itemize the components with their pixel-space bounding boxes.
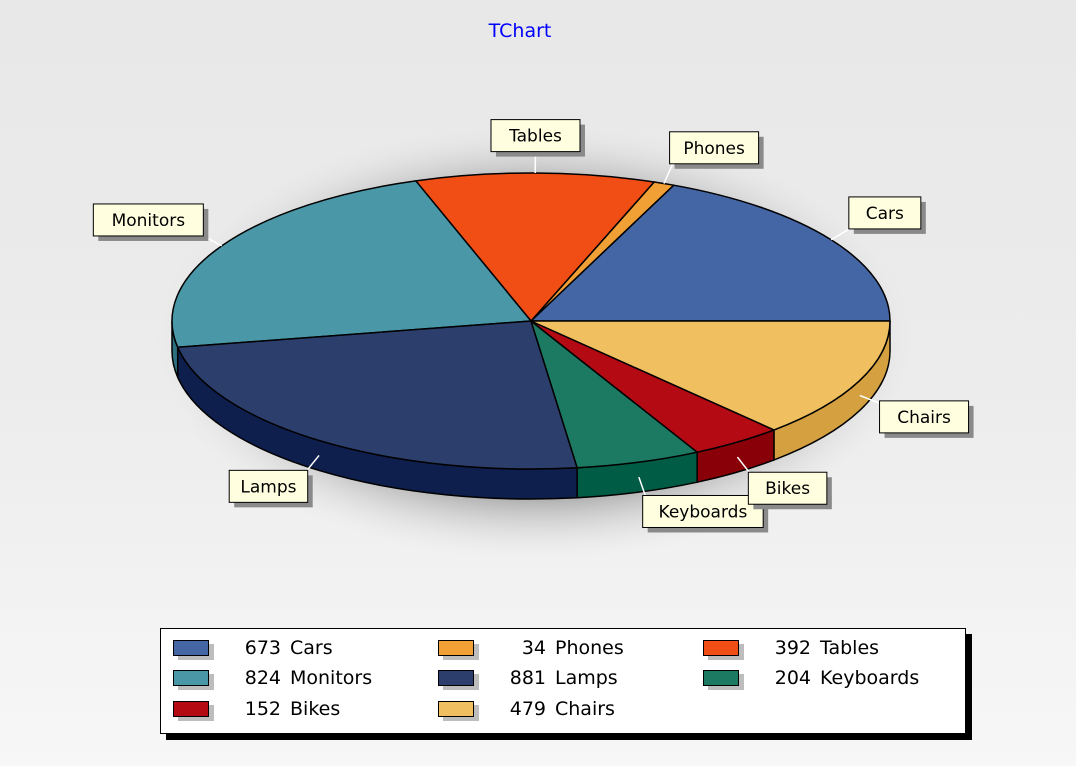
legend-value: 204 bbox=[774, 667, 811, 689]
legend-label: Tables bbox=[820, 637, 880, 659]
legend-label: Phones bbox=[555, 637, 624, 659]
pie-slice-chairs[interactable] bbox=[530, 320, 891, 431]
legend-label: Chairs bbox=[555, 698, 615, 720]
callout-chairs: Chairs bbox=[879, 400, 974, 438]
legend-item-phones[interactable]: 34 Phones bbox=[438, 637, 624, 659]
legend-swatch-phones bbox=[438, 640, 474, 656]
legend-item-lamps[interactable]: 881 Lamps bbox=[438, 667, 618, 689]
callout-label-keyboards: Keyboards bbox=[659, 502, 748, 522]
callout-keyboards: Keyboards bbox=[642, 494, 769, 533]
legend-value: 34 bbox=[521, 637, 546, 659]
legend-label: Monitors bbox=[290, 667, 373, 689]
callout-label-tables: Tables bbox=[508, 127, 562, 147]
pie-slice-lamps[interactable] bbox=[176, 320, 578, 470]
callout-label-cars: Cars bbox=[866, 204, 904, 224]
pie-slice-monitors[interactable] bbox=[171, 180, 532, 349]
legend-value: 152 bbox=[244, 698, 281, 720]
pie-chart[interactable]: Cars Phones Tables Monitors Lamps Keyboards Bi… bbox=[0, 0, 1076, 620]
callout-lamps: Lamps bbox=[228, 469, 313, 508]
legend-swatch-keyboards bbox=[703, 670, 739, 686]
callout-line-phones bbox=[663, 161, 675, 184]
chart-legend: 673 Cars 34 Phones 392 Tables 824 Monitors 881 La… bbox=[160, 628, 966, 734]
legend-item-cars[interactable]: 673 Cars bbox=[173, 637, 333, 659]
legend-item-chairs[interactable]: 479 Chairs bbox=[438, 698, 615, 720]
callout-monitors: Monitors bbox=[92, 203, 209, 241]
callout-bikes: Bikes bbox=[747, 471, 832, 510]
pie-slices bbox=[171, 172, 891, 470]
chart-title: TChart bbox=[488, 20, 552, 42]
legend-swatch-bikes bbox=[173, 701, 209, 717]
callout-label-chairs: Chairs bbox=[897, 408, 951, 428]
legend-swatch-monitors bbox=[173, 670, 209, 686]
callout-cars: Cars bbox=[848, 196, 926, 234]
legend-value: 479 bbox=[509, 698, 546, 720]
legend-label: Lamps bbox=[555, 667, 618, 689]
pie-slice-keyboards[interactable] bbox=[530, 320, 698, 469]
legend-item-keyboards[interactable]: 204 Keyboards bbox=[703, 667, 919, 689]
pie-callouts: Cars Phones Tables Monitors Lamps Keyboards Bi… bbox=[92, 119, 974, 533]
callout-phones: Phones bbox=[669, 131, 764, 169]
callout-label-phones: Phones bbox=[683, 139, 745, 159]
pie-slice-cars[interactable] bbox=[530, 184, 891, 322]
callout-tables: Tables bbox=[490, 119, 585, 157]
callout-label-monitors: Monitors bbox=[112, 211, 186, 231]
legend-value: 673 bbox=[244, 637, 281, 659]
legend-item-tables[interactable]: 392 Tables bbox=[703, 637, 879, 659]
legend-swatch-lamps bbox=[438, 670, 474, 686]
legend-value: 824 bbox=[244, 667, 281, 689]
callout-label-lamps: Lamps bbox=[240, 477, 296, 497]
legend-swatch-cars bbox=[173, 640, 209, 656]
legend-item-bikes[interactable]: 152 Bikes bbox=[173, 698, 340, 720]
legend-value: 392 bbox=[774, 637, 811, 659]
legend-label: Bikes bbox=[290, 698, 341, 720]
legend-label: Keyboards bbox=[820, 667, 920, 689]
legend-value: 881 bbox=[509, 667, 546, 689]
legend-swatch-tables bbox=[703, 640, 739, 656]
callout-label-bikes: Bikes bbox=[765, 479, 810, 499]
legend-swatch-chairs bbox=[438, 701, 474, 717]
legend-label: Cars bbox=[290, 637, 333, 659]
legend-item-monitors[interactable]: 824 Monitors bbox=[173, 667, 372, 689]
pie-slice-tables[interactable] bbox=[415, 172, 655, 322]
